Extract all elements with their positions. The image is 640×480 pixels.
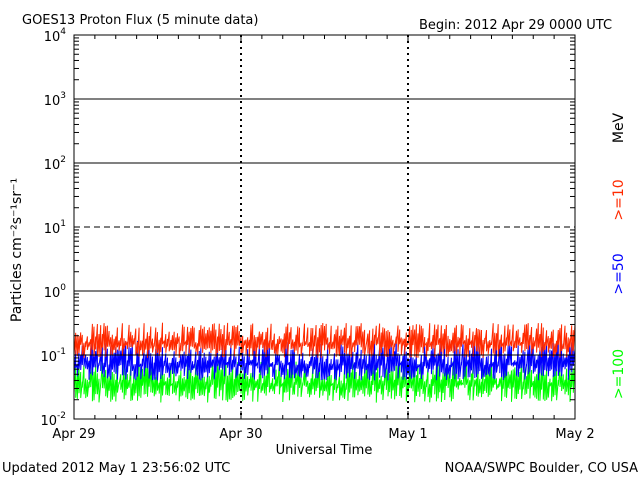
y-tick-label: 100 <box>44 283 67 301</box>
chart-title: GOES13 Proton Flux (5 minute data) <box>22 13 258 28</box>
y-tick-label: 10-1 <box>40 347 66 365</box>
y-tick-label: 10-2 <box>40 411 66 429</box>
y-axis-label: Particles cm⁻²s⁻¹sr⁻¹ <box>9 178 25 322</box>
y-tick-label: 104 <box>44 27 67 45</box>
updated-timestamp: Updated 2012 May 1 23:56:02 UTC <box>2 461 230 476</box>
series-line <box>73 322 576 358</box>
source-credit: NOAA/SWPC Boulder, CO USA <box>445 461 638 476</box>
x-tick-label: Apr 30 <box>219 427 262 442</box>
x-tick-label: May 2 <box>555 427 594 442</box>
legend-entry: >=10 <box>611 179 627 220</box>
y-tick-label: 101 <box>44 219 66 237</box>
legend-entry: >=100 <box>611 349 627 399</box>
y-tick-label: 103 <box>44 91 66 109</box>
x-tick-label: Apr 29 <box>52 427 95 442</box>
y-tick-label: 102 <box>44 155 66 173</box>
legend-entry: >=50 <box>611 253 627 294</box>
x-axis-label: Universal Time <box>276 443 373 458</box>
x-tick-label: May 1 <box>388 427 427 442</box>
plot-area <box>73 34 576 420</box>
plot-frame <box>73 34 576 420</box>
begin-label: Begin: 2012 Apr 29 0000 UTC <box>419 18 612 33</box>
legend-unit: MeV <box>611 112 627 143</box>
